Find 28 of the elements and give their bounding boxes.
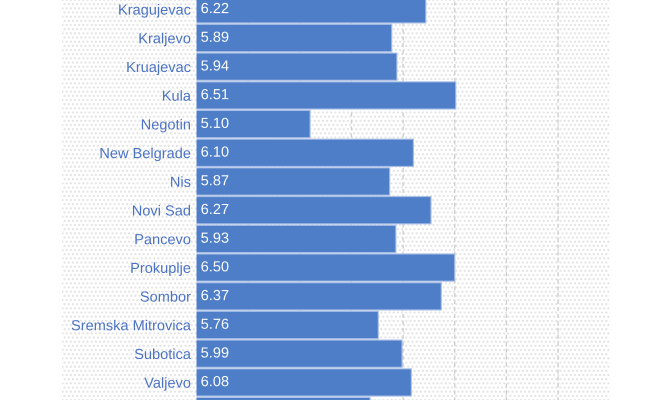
y-tick-label: Novi Sad <box>132 204 190 216</box>
y-tick-label: Negotin <box>142 118 190 132</box>
data-label: 6.51 <box>201 88 228 100</box>
data-label: 6.08 <box>201 376 228 386</box>
y-tick-label: Kula <box>162 90 191 101</box>
y-tick-label: Prokuplje <box>131 262 190 276</box>
data-label: 6.22 <box>201 2 228 14</box>
y-tick-label: New Belgrade <box>100 148 190 162</box>
y-tick-label: Sremska Mitrovica <box>72 320 191 330</box>
y-tick-label: Pancevo <box>135 234 190 244</box>
y-tick-label: Kruajevac <box>127 61 191 76</box>
data-label: 6.37 <box>201 290 228 300</box>
data-label: 5.76 <box>201 318 228 329</box>
y-tick-label: Sombor <box>140 291 191 302</box>
y-tick-label: Subotica <box>134 348 191 360</box>
data-label: 5.93 <box>201 232 228 243</box>
data-label: 5.94 <box>201 60 229 71</box>
data-label: 5.10 <box>201 118 228 128</box>
y-tick-label: Kragujevac <box>119 4 191 18</box>
data-label: 5.87 <box>201 175 228 186</box>
data-label: 5.89 <box>201 32 228 42</box>
data-label: 6.50 <box>201 261 228 272</box>
y-tick-label: Nis <box>171 176 190 187</box>
y-tick-label: Valjevo <box>144 377 190 391</box>
data-label: 6.27 <box>201 204 228 214</box>
data-label: 6.10 <box>201 146 228 157</box>
y-tick-label: Kraljevo <box>139 32 190 46</box>
data-label: 5.99 <box>201 347 228 358</box>
